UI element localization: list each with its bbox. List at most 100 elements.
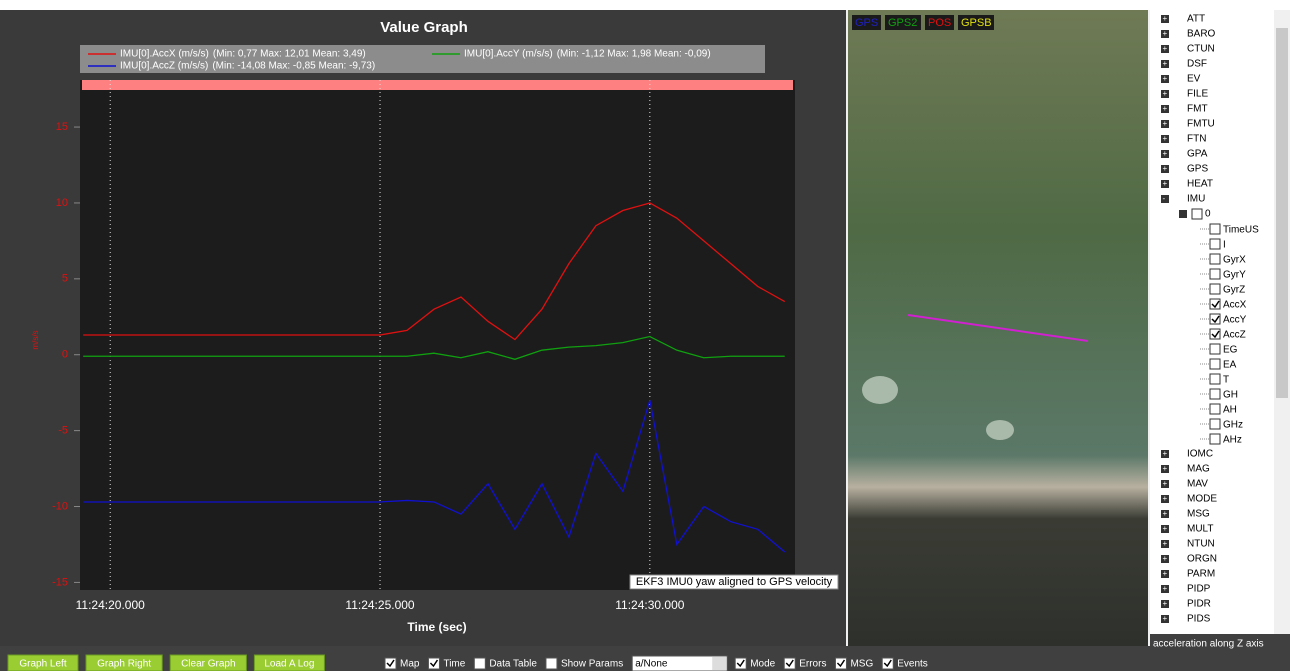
tree-item[interactable]: 0 xyxy=(1205,209,1211,220)
tree-expander-sign: + xyxy=(1163,14,1168,23)
dropdown-arrow[interactable] xyxy=(712,657,726,670)
map-legend-label: GPSB xyxy=(961,17,992,29)
tree-item[interactable]: DSF xyxy=(1187,59,1207,70)
legend-stats: (Min: 0,77 Max: 12,01 Mean: 3,49) xyxy=(213,49,366,60)
tree-checkbox[interactable] xyxy=(1210,284,1220,294)
tree-item[interactable]: EV xyxy=(1187,74,1201,85)
tree-item[interactable]: PIDR xyxy=(1187,599,1211,610)
checkbox[interactable] xyxy=(474,658,485,669)
tree-field[interactable]: GyrX xyxy=(1223,255,1246,266)
button-label[interactable]: Load A Log xyxy=(264,659,314,670)
tree-expander-sign: + xyxy=(1163,59,1168,68)
checkbox-label[interactable]: Show Params xyxy=(561,659,623,670)
tree-item[interactable]: BARO xyxy=(1187,29,1216,40)
tree-item[interactable]: NTUN xyxy=(1187,539,1215,550)
tree-checkbox[interactable] xyxy=(1210,224,1220,234)
button-label[interactable]: Graph Left xyxy=(19,659,66,670)
tree-field[interactable]: AccY xyxy=(1223,315,1247,326)
tree-expander-sign: + xyxy=(1163,134,1168,143)
tree-item[interactable]: PIDS xyxy=(1187,614,1211,625)
x-tick-label: 11:24:25.000 xyxy=(345,598,415,612)
tree-field[interactable]: AccZ xyxy=(1223,330,1246,341)
tree-checkbox[interactable] xyxy=(1210,239,1220,249)
tree-field[interactable]: EG xyxy=(1223,345,1238,356)
x-tick-label: 11:24:30.000 xyxy=(615,598,685,612)
tree-checkbox[interactable] xyxy=(1210,269,1220,279)
tree-item[interactable]: MSG xyxy=(1187,509,1210,520)
tree-checkbox[interactable] xyxy=(1210,404,1220,414)
tree-field[interactable]: AHz xyxy=(1223,435,1242,446)
tree-field[interactable]: GHz xyxy=(1223,420,1243,431)
checkbox-label[interactable]: Errors xyxy=(799,659,826,670)
tree-item[interactable]: GPS xyxy=(1187,164,1208,175)
tree-checkbox[interactable] xyxy=(1210,359,1220,369)
tree-field[interactable]: TimeUS xyxy=(1223,225,1259,236)
annotation: EKF3 IMU0 yaw aligned to GPS velocity xyxy=(636,576,833,588)
x-tick-label: 11:24:20.000 xyxy=(76,598,146,612)
tree-expander-sign: + xyxy=(1163,509,1168,518)
checkbox-label[interactable]: MSG xyxy=(850,659,873,670)
status-text: acceleration along Z axis xyxy=(1153,639,1264,650)
tree-expander-sign: + xyxy=(1163,44,1168,53)
tree-item[interactable]: PARM xyxy=(1187,569,1215,580)
tree-item[interactable]: ATT xyxy=(1187,14,1205,25)
checkbox-label[interactable]: Map xyxy=(400,659,420,670)
tree-expander-sign: + xyxy=(1163,524,1168,533)
tree-expander-sign: + xyxy=(1163,479,1168,488)
tree-field[interactable]: GyrY xyxy=(1223,270,1246,281)
legend-label: IMU[0].AccX (m/s/s) xyxy=(120,49,209,60)
tree-item[interactable]: MAV xyxy=(1187,479,1208,490)
tree-item[interactable]: FTN xyxy=(1187,134,1206,145)
tree-item[interactable]: IOMC xyxy=(1187,449,1213,460)
tree-field[interactable]: EA xyxy=(1223,360,1237,371)
tree-item[interactable]: FMTU xyxy=(1187,119,1215,130)
tree-expander-sign: + xyxy=(1163,614,1168,623)
tree-expander[interactable] xyxy=(1179,210,1187,218)
tree-field[interactable]: GyrZ xyxy=(1223,285,1245,296)
tree-item[interactable]: GPA xyxy=(1187,149,1208,160)
tree-item[interactable]: HEAT xyxy=(1187,179,1213,190)
y-tick-label: 5 xyxy=(62,273,68,285)
tree-item[interactable]: IMU xyxy=(1187,194,1205,205)
tree-expander-sign: + xyxy=(1163,584,1168,593)
tree-view xyxy=(1150,10,1290,646)
tree-checkbox[interactable] xyxy=(1210,254,1220,264)
tree-field[interactable]: I xyxy=(1223,240,1226,251)
tree-checkbox[interactable] xyxy=(1210,419,1220,429)
chart-title: Value Graph xyxy=(380,19,468,36)
tree-item[interactable]: MULT xyxy=(1187,524,1213,535)
y-axis-label: m/s/s xyxy=(31,330,40,349)
tree-item[interactable]: FILE xyxy=(1187,89,1208,100)
legend-label: IMU[0].AccY (m/s/s) xyxy=(464,49,553,60)
tree-expander-sign: + xyxy=(1163,179,1168,188)
tree-field[interactable]: AccX xyxy=(1223,300,1247,311)
tree-expander-sign: + xyxy=(1163,494,1168,503)
legend-stats: (Min: -1,12 Max: 1,98 Mean: -0,09) xyxy=(557,49,711,60)
tree-checkbox[interactable] xyxy=(1210,374,1220,384)
button-label[interactable]: Graph Right xyxy=(97,659,151,670)
checkbox-label[interactable]: Data Table xyxy=(489,659,537,670)
dropdown-value[interactable]: a/None xyxy=(635,659,668,670)
tree-field[interactable]: AH xyxy=(1223,405,1237,416)
checkbox[interactable] xyxy=(546,658,557,669)
tree-item[interactable]: FMT xyxy=(1187,104,1208,115)
tree-field[interactable]: T xyxy=(1223,375,1229,386)
tree-checkbox[interactable] xyxy=(1210,434,1220,444)
tree-item[interactable]: ORGN xyxy=(1187,554,1217,565)
tree-item[interactable]: CTUN xyxy=(1187,44,1215,55)
tree-expander-sign: + xyxy=(1163,74,1168,83)
tree-expander-sign: + xyxy=(1163,599,1168,608)
checkbox-label[interactable]: Mode xyxy=(750,659,775,670)
tree-checkbox[interactable] xyxy=(1210,344,1220,354)
tree-checkbox[interactable] xyxy=(1210,389,1220,399)
tree-item[interactable]: MODE xyxy=(1187,494,1217,505)
tree-field[interactable]: GH xyxy=(1223,390,1238,401)
checkbox-label[interactable]: Time xyxy=(443,659,465,670)
tree-item[interactable]: MAG xyxy=(1187,464,1210,475)
checkbox-label[interactable]: Events xyxy=(897,659,928,670)
tree-item[interactable]: PIDP xyxy=(1187,584,1211,595)
button-label[interactable]: Clear Graph xyxy=(181,659,235,670)
tree-expander-sign: + xyxy=(1163,104,1168,113)
scroll-thumb[interactable] xyxy=(1276,28,1288,398)
tree-checkbox[interactable] xyxy=(1192,209,1202,219)
